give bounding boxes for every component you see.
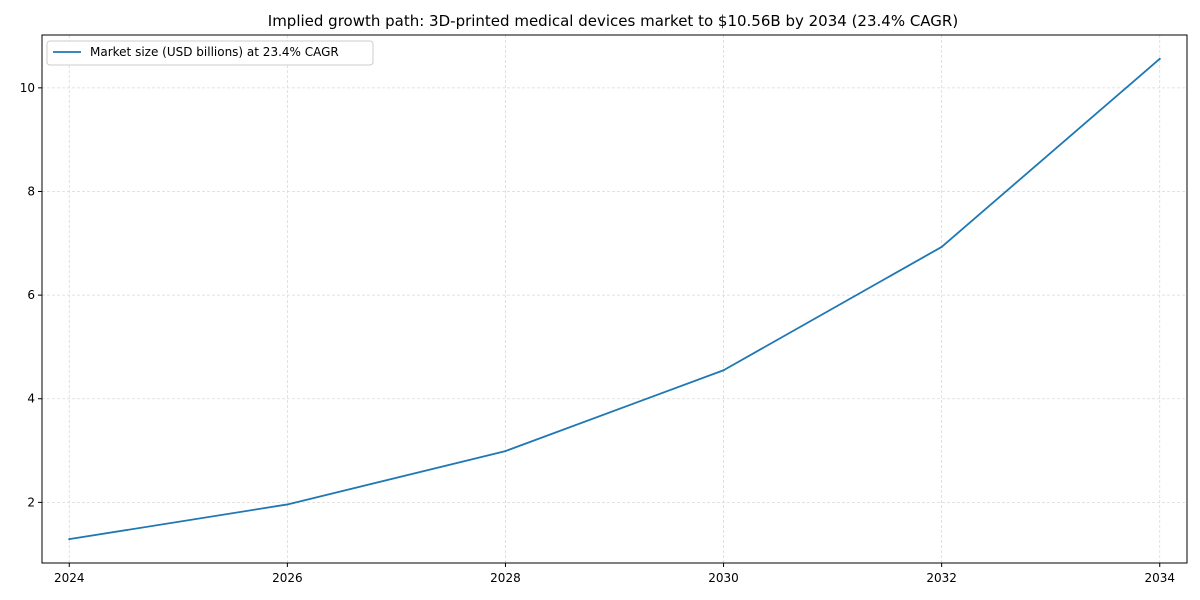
gridlines xyxy=(42,35,1187,563)
y-tick-label: 6 xyxy=(27,288,35,302)
data-point xyxy=(940,245,943,248)
series-layer xyxy=(68,57,1161,541)
plot-frame xyxy=(41,34,1188,564)
x-axis: 2024 2026 2028 2030 2032 2034 xyxy=(54,563,1175,585)
y-tick-label: 10 xyxy=(20,81,35,95)
x-tick-label: 2034 xyxy=(1144,571,1175,585)
data-point xyxy=(504,450,507,453)
x-tick-label: 2026 xyxy=(272,571,303,585)
legend-box xyxy=(46,40,374,66)
legend: Market size (USD billions) at 23.4% CAGR xyxy=(46,40,374,66)
data-point xyxy=(722,369,725,372)
data-point xyxy=(68,538,71,541)
x-tick-label: 2028 xyxy=(490,571,521,585)
x-tick-label: 2032 xyxy=(926,571,957,585)
x-tick-label: 2030 xyxy=(708,571,739,585)
y-axis: 2 4 6 8 10 xyxy=(20,81,42,509)
legend-label: Market size (USD billions) at 23.4% CAGR xyxy=(90,45,339,59)
y-tick-label: 4 xyxy=(27,392,35,406)
series-line xyxy=(68,57,1161,541)
data-point xyxy=(286,503,289,506)
y-tick-label: 8 xyxy=(27,184,35,198)
x-tick-label: 2024 xyxy=(54,571,85,585)
y-tick-label: 2 xyxy=(27,495,35,509)
data-point xyxy=(1158,57,1161,60)
chart-title: Implied growth path: 3D-printed medical … xyxy=(268,12,958,30)
